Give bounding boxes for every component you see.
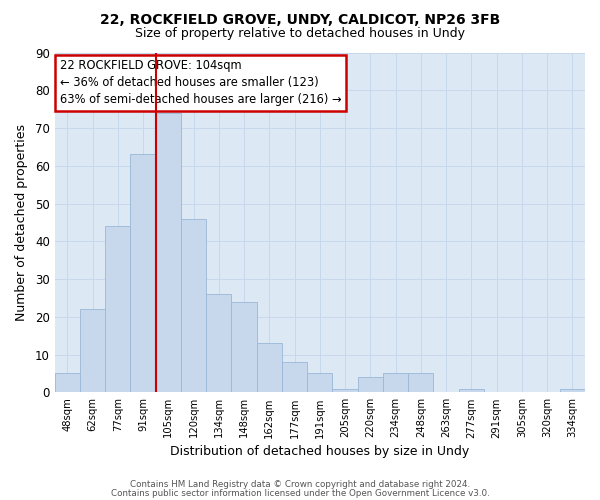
Bar — [105, 226, 130, 392]
Bar — [232, 302, 257, 392]
Text: 22, ROCKFIELD GROVE, UNDY, CALDICOT, NP26 3FB: 22, ROCKFIELD GROVE, UNDY, CALDICOT, NP2… — [100, 12, 500, 26]
Text: 22 ROCKFIELD GROVE: 104sqm
← 36% of detached houses are smaller (123)
63% of sem: 22 ROCKFIELD GROVE: 104sqm ← 36% of deta… — [60, 60, 341, 106]
Bar — [257, 343, 282, 392]
Bar — [206, 294, 232, 392]
Bar — [181, 218, 206, 392]
Bar — [383, 374, 408, 392]
Text: Contains public sector information licensed under the Open Government Licence v3: Contains public sector information licen… — [110, 488, 490, 498]
Text: Contains HM Land Registry data © Crown copyright and database right 2024.: Contains HM Land Registry data © Crown c… — [130, 480, 470, 489]
Bar — [155, 113, 181, 392]
Bar — [307, 374, 332, 392]
Bar — [560, 388, 585, 392]
Text: Size of property relative to detached houses in Undy: Size of property relative to detached ho… — [135, 28, 465, 40]
Bar — [408, 374, 433, 392]
Bar — [358, 377, 383, 392]
Y-axis label: Number of detached properties: Number of detached properties — [15, 124, 28, 321]
X-axis label: Distribution of detached houses by size in Undy: Distribution of detached houses by size … — [170, 444, 469, 458]
Bar — [80, 310, 105, 392]
Bar — [459, 388, 484, 392]
Bar — [282, 362, 307, 392]
Bar — [55, 374, 80, 392]
Bar — [332, 388, 358, 392]
Bar — [130, 154, 155, 392]
